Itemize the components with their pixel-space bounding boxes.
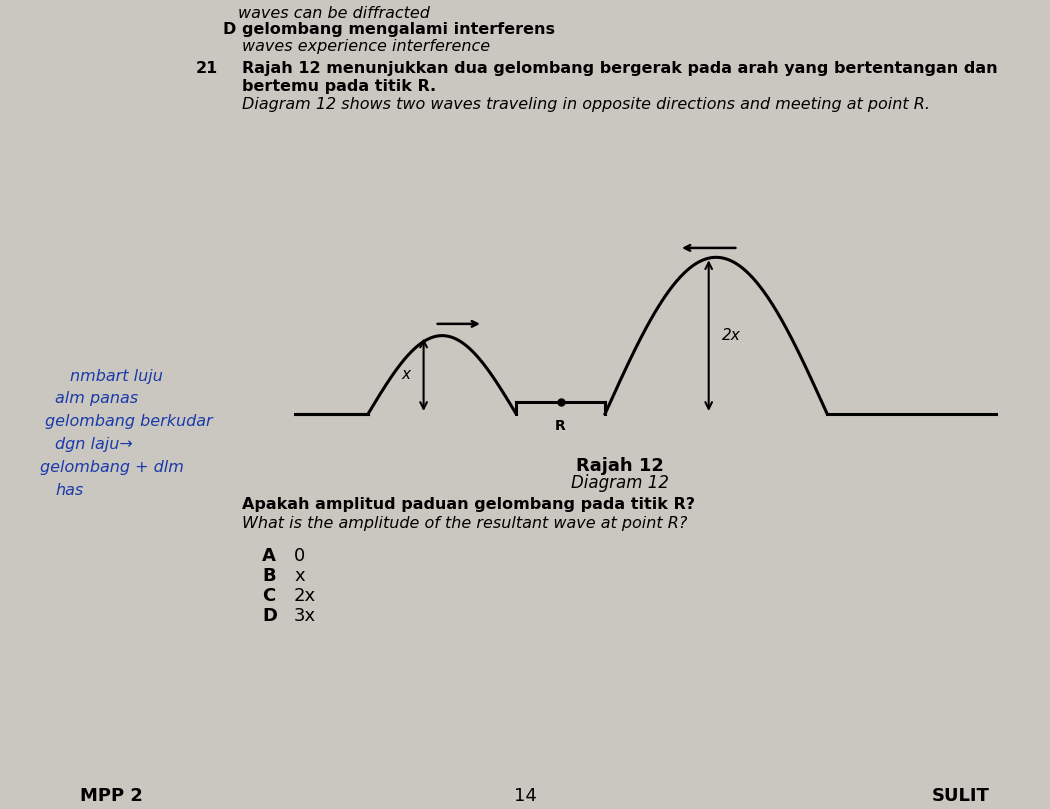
Text: waves can be diffracted: waves can be diffracted bbox=[238, 6, 429, 21]
Text: Rajah 12 menunjukkan dua gelombang bergerak pada arah yang bertentangan dan: Rajah 12 menunjukkan dua gelombang berge… bbox=[242, 61, 998, 76]
Text: dgn laju→: dgn laju→ bbox=[55, 437, 132, 452]
Text: C: C bbox=[262, 587, 275, 605]
Text: waves experience interference: waves experience interference bbox=[242, 39, 490, 54]
Text: gelombang mengalami interferens: gelombang mengalami interferens bbox=[242, 22, 555, 37]
Text: 2x: 2x bbox=[294, 587, 316, 605]
Text: D: D bbox=[222, 22, 235, 37]
Text: gelombang + dlm: gelombang + dlm bbox=[40, 460, 184, 475]
Text: MPP 2: MPP 2 bbox=[80, 787, 143, 805]
Text: Apakah amplitud paduan gelombang pada titik R?: Apakah amplitud paduan gelombang pada ti… bbox=[242, 497, 695, 512]
Text: R: R bbox=[555, 419, 566, 434]
Text: Rajah 12: Rajah 12 bbox=[576, 457, 664, 475]
Text: nmbart luju: nmbart luju bbox=[70, 369, 163, 384]
Text: What is the amplitude of the resultant wave at point R?: What is the amplitude of the resultant w… bbox=[242, 516, 688, 531]
Text: 21: 21 bbox=[196, 61, 218, 76]
Text: x: x bbox=[294, 567, 304, 585]
Text: 2x: 2x bbox=[722, 328, 740, 343]
Text: has: has bbox=[55, 483, 83, 498]
Text: bertemu pada titik R.: bertemu pada titik R. bbox=[242, 79, 436, 94]
Text: D: D bbox=[262, 607, 277, 625]
Text: SULIT: SULIT bbox=[932, 787, 990, 805]
Text: gelombang berkudar: gelombang berkudar bbox=[45, 414, 212, 429]
Text: 3x: 3x bbox=[294, 607, 316, 625]
Text: 0: 0 bbox=[294, 547, 306, 565]
Text: x: x bbox=[401, 367, 411, 382]
Text: A: A bbox=[262, 547, 276, 565]
Text: Diagram 12: Diagram 12 bbox=[571, 474, 669, 492]
Text: B: B bbox=[262, 567, 275, 585]
Text: alm panas: alm panas bbox=[55, 391, 139, 406]
Text: 14: 14 bbox=[513, 787, 537, 805]
Text: Diagram 12 shows two waves traveling in opposite directions and meeting at point: Diagram 12 shows two waves traveling in … bbox=[242, 97, 930, 112]
